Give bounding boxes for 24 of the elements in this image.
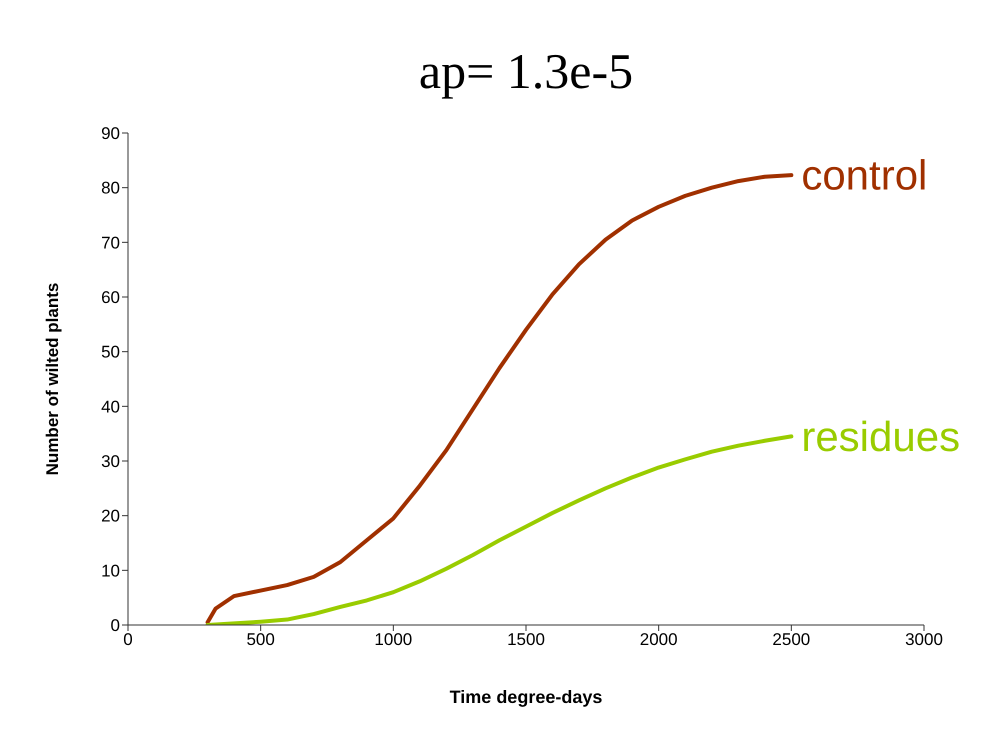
y-tick-label: 20 [101,506,120,526]
line-series [206,173,794,624]
x-tick-label: 3000 [905,630,943,650]
y-tick-label: 60 [101,288,120,308]
y-tick-label: 40 [101,397,120,416]
y-tick-label: 10 [101,561,120,580]
x-tick-label: 0 [123,630,133,650]
x-axis-title: Time degree-days [450,687,602,707]
x-tick-label: 1500 [507,630,545,650]
y-tick-label: 30 [101,452,120,472]
y-axis-title: Number of wilted plants [43,282,62,476]
series-label: residues [801,412,960,460]
x-tick-label: 2000 [640,630,678,650]
line-series [206,434,794,625]
chart-title: ap= 1.3e-5 [418,42,634,100]
y-tick-label: 80 [101,178,120,198]
y-tick-label: 90 [101,124,120,144]
x-tick-label: 500 [246,630,275,650]
x-tick-label: 1000 [374,630,412,650]
series-label: control [801,152,928,199]
y-tick-label: 70 [101,233,120,252]
x-tick-label: 2500 [772,630,810,650]
y-tick-label: 0 [110,616,120,636]
y-tick-label: 50 [101,342,120,362]
